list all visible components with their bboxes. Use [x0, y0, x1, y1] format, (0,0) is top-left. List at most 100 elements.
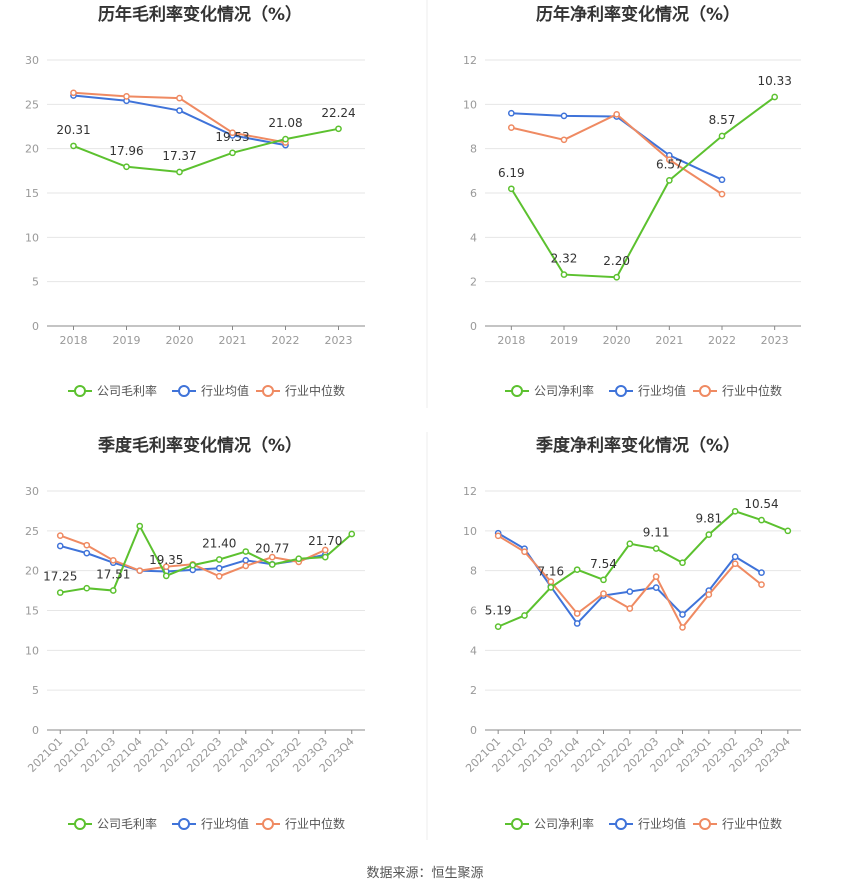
y-tick-label: 30 — [25, 485, 39, 498]
data-point — [268, 553, 276, 561]
y-tick-label: 0 — [32, 320, 39, 333]
data-point — [521, 548, 528, 556]
data-point — [679, 624, 686, 631]
data-point — [268, 561, 276, 568]
legend-swatch-marker — [511, 385, 523, 397]
legend-swatch-marker — [699, 818, 711, 830]
x-tick-label: 2022 — [272, 334, 300, 347]
data-point — [321, 546, 329, 554]
data-point — [335, 125, 342, 133]
legend-swatch-marker — [615, 385, 627, 397]
y-tick-label: 5 — [32, 276, 39, 289]
data-label: 7.16 — [537, 564, 564, 578]
data-label: 21.70 — [308, 534, 342, 548]
chart-panel-1: 历年毛利率变化情况（%） 0 5 10 15 20 25 30 2018 2019 2020 2021… — [25, 4, 365, 398]
data-point — [731, 507, 739, 515]
legend-label: 公司毛利率 — [97, 816, 157, 831]
y-tick-label: 8 — [470, 143, 477, 156]
data-label: 10.33 — [757, 74, 791, 88]
data-label: 9.11 — [643, 526, 670, 540]
legend-swatch-marker — [262, 385, 274, 397]
data-point — [321, 553, 329, 561]
chart-title: 季度毛利率变化情况（%） — [98, 435, 302, 456]
y-tick-label: 4 — [470, 644, 477, 657]
data-point — [507, 124, 515, 131]
y-tick-label: 10 — [463, 525, 477, 538]
data-point — [215, 572, 223, 580]
data-label: 6.57 — [656, 157, 683, 171]
legend-swatch-marker — [74, 818, 86, 830]
data-point — [494, 623, 502, 630]
data-point — [758, 516, 765, 524]
data-point — [613, 273, 621, 281]
chart-title: 季度净利率变化情况（%） — [536, 435, 740, 456]
data-point — [679, 559, 686, 567]
data-label: 20.77 — [255, 542, 289, 556]
x-tick-label: 2020 — [603, 334, 631, 347]
data-point — [83, 584, 91, 592]
legend-swatch-marker — [178, 385, 190, 397]
y-tick-label: 20 — [25, 143, 39, 156]
data-label: 17.96 — [109, 144, 143, 158]
data-label: 19.35 — [149, 553, 183, 567]
y-tick-label: 0 — [32, 724, 39, 737]
data-label: 19.53 — [215, 130, 249, 144]
data-point — [600, 590, 607, 597]
data-label: 5.19 — [485, 604, 512, 618]
x-tick-label: 2020 — [166, 334, 194, 347]
data-point — [136, 522, 144, 530]
data-point — [573, 610, 581, 617]
legend-label: 行业均值 — [201, 383, 249, 398]
data-point — [718, 190, 726, 198]
data-point — [282, 135, 289, 143]
legend-label: 行业中位数 — [722, 383, 782, 398]
x-tick-label: 2021 — [655, 334, 683, 347]
data-label: 7.54 — [590, 557, 617, 571]
y-tick-label: 25 — [25, 525, 39, 538]
data-point — [136, 567, 144, 575]
y-tick-label: 6 — [470, 187, 477, 200]
data-point — [731, 560, 739, 568]
data-point — [189, 561, 197, 569]
data-point — [626, 605, 634, 612]
legend-label: 行业均值 — [201, 816, 249, 831]
data-point — [242, 548, 250, 555]
data-source-label: 数据来源：恒生聚源 — [366, 866, 484, 881]
data-label: 20.31 — [56, 123, 90, 137]
data-label: 21.08 — [268, 116, 302, 130]
data-point — [109, 587, 117, 594]
x-tick-label: 2022 — [708, 334, 736, 347]
data-label: 6.19 — [498, 166, 525, 180]
data-point — [560, 271, 568, 278]
y-tick-label: 8 — [470, 565, 477, 578]
legend-label: 公司净利率 — [534, 816, 594, 831]
data-point — [771, 93, 779, 101]
data-label: 2.20 — [603, 254, 630, 268]
data-point — [560, 136, 568, 144]
data-point — [176, 94, 183, 102]
data-point — [242, 556, 250, 564]
x-tick-label: 2019 — [550, 334, 578, 347]
data-label: 9.81 — [695, 512, 722, 526]
data-point — [295, 555, 303, 563]
legend-swatch-marker — [699, 385, 711, 397]
x-tick-label: 2018 — [497, 334, 525, 347]
data-point — [718, 132, 726, 140]
data-point — [162, 563, 170, 571]
data-point — [507, 109, 515, 117]
y-tick-label: 0 — [470, 724, 477, 737]
legend-label: 行业均值 — [638, 816, 686, 831]
legend-swatch-marker — [74, 385, 86, 397]
data-point — [507, 185, 515, 193]
y-tick-label: 25 — [25, 98, 39, 111]
legend-label: 公司毛利率 — [97, 383, 157, 398]
y-tick-label: 15 — [25, 605, 39, 618]
y-tick-label: 30 — [25, 54, 39, 67]
data-point — [613, 110, 621, 118]
data-label: 17.25 — [43, 570, 77, 584]
data-point — [176, 107, 183, 114]
series-line — [497, 510, 789, 628]
y-tick-label: 20 — [25, 565, 39, 578]
series-line — [510, 96, 776, 279]
data-point — [547, 578, 555, 585]
